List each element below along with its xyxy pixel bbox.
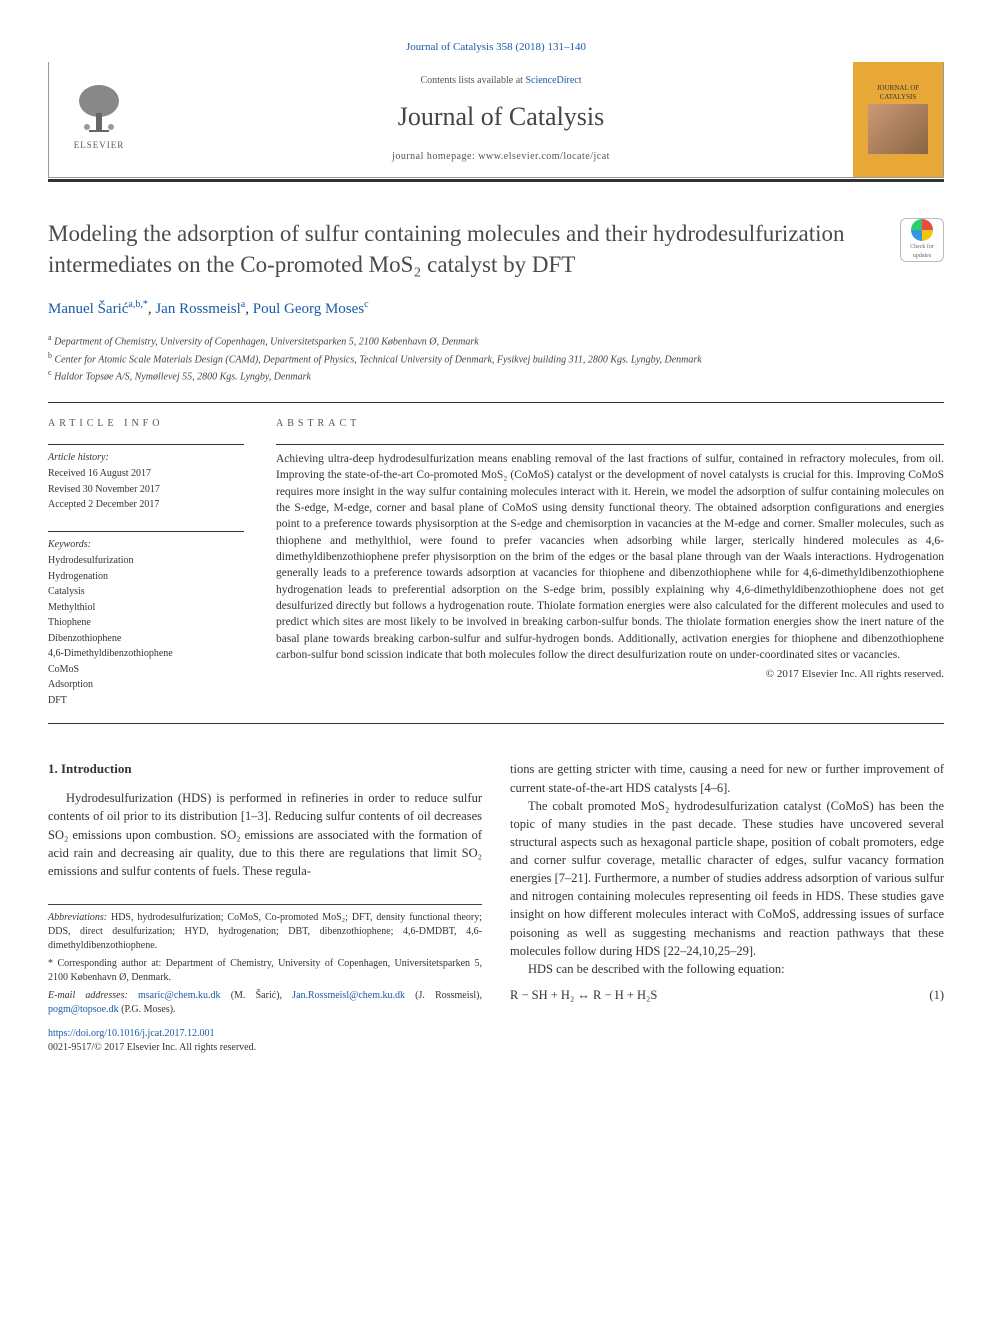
abstract-body: Achieving ultra-deep hydrodesulfurizatio…	[276, 453, 944, 661]
corresponding-author-footnote: * Corresponding author at: Department of…	[48, 957, 482, 985]
crossmark-line1: Check for	[910, 243, 934, 252]
keyword: Thiophene	[48, 616, 244, 631]
abbrev-label: Abbreviations:	[48, 912, 107, 923]
intro-paragraph: Hydrodesulfurization (HDS) is performed …	[48, 789, 482, 880]
keyword: Hydrodesulfurization	[48, 554, 244, 569]
homepage-line: journal homepage: www.elsevier.com/locat…	[149, 150, 853, 165]
abstract-column: abstract Achieving ultra-deep hydrodesul…	[258, 403, 944, 723]
abstract-heading: abstract	[276, 417, 944, 432]
email-who: (P.G. Moses).	[119, 1004, 176, 1015]
contents-available-line: Contents lists available at ScienceDirec…	[149, 74, 853, 89]
affiliations: a Department of Chemistry, University of…	[48, 332, 944, 384]
issn-copyright: 0021-9517/© 2017 Elsevier Inc. All right…	[48, 1042, 256, 1053]
header-divider	[48, 179, 944, 182]
author-link[interactable]: Manuel Šarić	[48, 301, 128, 317]
email-who: (J. Rossmeisl),	[405, 990, 482, 1001]
author-email-link[interactable]: msaric@chem.ku.dk	[138, 990, 221, 1001]
history-label: Article history:	[48, 451, 244, 466]
citation-line: Journal of Catalysis 358 (2018) 131–140	[48, 40, 944, 56]
affil-text: Haldor Topsøe A/S, Nymøllevej 55, 2800 K…	[54, 371, 311, 382]
body-paragraph: tions are getting stricter with time, ca…	[510, 760, 944, 796]
received-line: Received 16 August 2017	[48, 467, 244, 482]
crossmark-icon	[911, 219, 933, 241]
keyword: CoMoS	[48, 663, 244, 678]
cover-title-bottom: CATALYSIS	[880, 94, 916, 102]
keywords-block: Keywords: Hydrodesulfurization Hydrogena…	[48, 531, 244, 709]
affiliation-line: a Department of Chemistry, University of…	[48, 332, 944, 349]
author-sep: ,	[245, 301, 253, 317]
author-affil-sup: a,b,*	[128, 299, 147, 310]
sciencedirect-link[interactable]: ScienceDirect	[525, 75, 581, 86]
authors-line: Manuel Šarića,b,*, Jan Rossmeisla, Poul …	[48, 298, 944, 321]
keyword: Adsorption	[48, 678, 244, 693]
affil-sup: b	[48, 351, 52, 360]
article-title: Modeling the adsorption of sulfur contai…	[48, 218, 884, 280]
keyword: Methylthiol	[48, 601, 244, 616]
crossmark-badge[interactable]: Check for updates	[900, 218, 944, 262]
journal-header: ELSEVIER Contents lists available at Sci…	[48, 62, 944, 178]
journal-cover: JOURNAL OF CATALYSIS	[853, 62, 943, 177]
revised-line: Revised 30 November 2017	[48, 483, 244, 498]
footnotes: Abbreviations: HDS, hydrodesulfurization…	[48, 904, 482, 1017]
abstract-text: Achieving ultra-deep hydrodesulfurizatio…	[276, 444, 944, 683]
body-paragraph: The cobalt promoted MoS₂ hydrodesulfuriz…	[510, 797, 944, 960]
author-email-link[interactable]: Jan.Rossmeisl@chem.ku.dk	[292, 990, 405, 1001]
author-link[interactable]: Poul Georg Moses	[253, 301, 364, 317]
homepage-url[interactable]: www.elsevier.com/locate/jcat	[478, 151, 610, 162]
equation: R − SH + H₂ ↔ R − H + H₂S	[510, 986, 929, 1004]
page-footer: https://doi.org/10.1016/j.jcat.2017.12.0…	[48, 1027, 482, 1056]
article-info-heading: article info	[48, 417, 244, 432]
affil-text: Department of Chemistry, University of C…	[54, 337, 479, 348]
affil-sup: a	[48, 333, 52, 342]
abbrev-text: HDS, hydrodesulfurization; CoMoS, Co-pro…	[48, 912, 482, 951]
affiliation-line: b Center for Atomic Scale Materials Desi…	[48, 350, 944, 367]
keyword: Catalysis	[48, 585, 244, 600]
article-history: Article history: Received 16 August 2017…	[48, 444, 244, 513]
elsevier-tree-icon	[69, 79, 129, 139]
email-footnote: E-mail addresses: msaric@chem.ku.dk (M. …	[48, 989, 482, 1017]
affiliation-line: c Haldor Topsøe A/S, Nymøllevej 55, 2800…	[48, 367, 944, 384]
email-who: (M. Šarić),	[221, 990, 293, 1001]
affil-text: Center for Atomic Scale Materials Design…	[55, 354, 702, 365]
elsevier-logo: ELSEVIER	[64, 79, 134, 159]
keyword: Dibenzothiophene	[48, 632, 244, 647]
cover-title-top: JOURNAL OF	[877, 85, 919, 93]
contents-prefix: Contents lists available at	[420, 75, 525, 86]
equation-row: R − SH + H₂ ↔ R − H + H₂S (1)	[510, 986, 944, 1004]
affil-sup: c	[48, 368, 52, 377]
keyword: 4,6-Dimethyldibenzothiophene	[48, 647, 244, 662]
author-link[interactable]: Jan Rossmeisl	[155, 301, 240, 317]
author-email-link[interactable]: pogm@topsoe.dk	[48, 1004, 119, 1015]
cover-thumbnail	[868, 104, 928, 154]
body-paragraph: HDS can be described with the following …	[510, 960, 944, 978]
journal-name: Journal of Catalysis	[149, 98, 853, 136]
body-column-right: tions are getting stricter with time, ca…	[510, 760, 944, 1055]
info-abstract-block: article info Article history: Received 1…	[48, 402, 944, 724]
abbreviations-footnote: Abbreviations: HDS, hydrodesulfurization…	[48, 911, 482, 953]
body-column-left: 1. Introduction Hydrodesulfurization (HD…	[48, 760, 482, 1055]
publisher-name: ELSEVIER	[74, 139, 125, 152]
equation-number: (1)	[929, 986, 944, 1004]
accepted-line: Accepted 2 December 2017	[48, 498, 244, 513]
crossmark-line2: updates	[913, 252, 931, 261]
email-label: E-mail addresses:	[48, 990, 128, 1001]
keyword: DFT	[48, 694, 244, 709]
publisher-logo-area: ELSEVIER	[49, 62, 149, 177]
corr-label: * Corresponding author at:	[48, 958, 161, 969]
abstract-copyright: © 2017 Elsevier Inc. All rights reserved…	[276, 667, 944, 683]
author-affil-sup: c	[364, 299, 368, 310]
article-info-column: article info Article history: Received 1…	[48, 403, 258, 723]
keywords-label: Keywords:	[48, 538, 244, 553]
section-heading-intro: 1. Introduction	[48, 760, 482, 779]
keyword: Hydrogenation	[48, 570, 244, 585]
body-columns: 1. Introduction Hydrodesulfurization (HD…	[48, 760, 944, 1055]
doi-link[interactable]: https://doi.org/10.1016/j.jcat.2017.12.0…	[48, 1028, 214, 1039]
homepage-prefix: journal homepage:	[392, 151, 478, 162]
header-center: Contents lists available at ScienceDirec…	[149, 62, 853, 177]
